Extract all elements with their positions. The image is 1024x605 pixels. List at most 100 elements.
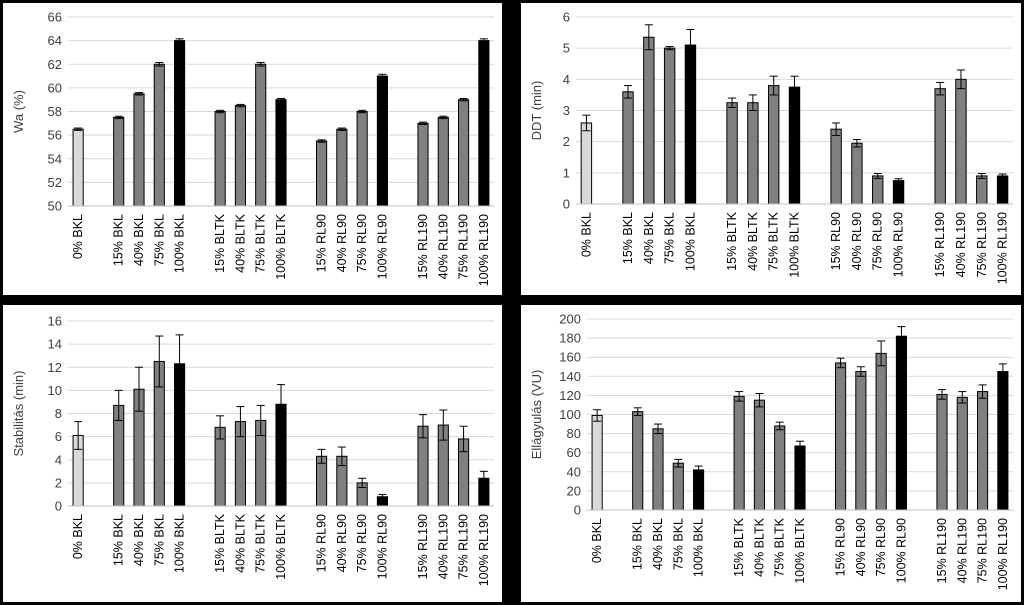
x-category-label: 0% BKL [71,514,85,559]
error-bar [175,38,184,43]
bar [113,116,125,207]
x-category-label: 40% RL190 [954,212,968,277]
x-category-label: 100% BKL [173,514,187,573]
error-bar [337,446,346,467]
error-bar [114,389,123,421]
x-category-label: 100% BKL [692,518,706,577]
ddt-chart-panel: 0 1 2 3 4 5 6 DDT (min) 0% BKL 15% BKL 40% BKL 75% … [521,3,1021,295]
error-bar [593,409,602,422]
bar [632,411,644,511]
bar [747,102,759,205]
y-tick-label: 0 [574,503,581,518]
bar [872,175,884,205]
x-category-label: 75% BLTK [773,517,787,576]
y-tick-label: 8 [55,406,62,421]
bar [255,63,267,207]
error-bar [674,458,683,468]
y-tick-label: 100 [559,407,581,422]
chart-svg: 0 20 40 60 80 100 120 140 160 180 200 Ellágyulás (V… [529,312,1013,590]
x-category-label: 15% BKL [112,214,126,266]
y-tick-label: 4 [563,72,570,87]
error-bar [439,409,448,441]
error-bar [175,334,184,394]
y-tick-label: 180 [559,331,581,346]
x-category-label: 75% RL190 [976,518,990,583]
y-tick-label: 3 [563,103,570,118]
x-category-label: 75% RL90 [355,214,369,272]
y-tick-label: 120 [559,388,581,403]
x-category-label: 100% BLTK [274,513,288,579]
x-category-label: 100% RL190 [996,518,1010,590]
error-bar [317,139,326,143]
y-tick-label: 66 [48,10,62,25]
x-category-label: 75% RL190 [457,214,471,279]
x-category-label: 75% BKL [671,518,685,570]
error-bar [936,81,945,96]
bar [855,371,867,511]
y-axis-title: Wa (%) [11,90,26,133]
bar [892,180,905,205]
x-category-label: 100% BKL [173,214,187,273]
y-tick-label: 2 [55,475,62,490]
error-bar [459,98,468,102]
error-bar [998,363,1007,380]
y-tick-label: 0 [563,197,570,212]
error-bar [633,407,642,416]
bar [767,85,780,205]
y-tick-label: 50 [48,199,62,214]
error-bar [624,85,633,99]
y-tick-label: 6 [563,10,570,25]
bar [684,44,697,205]
bar [835,362,847,511]
bar [976,175,988,205]
chart-svg: 0 1 2 3 4 5 6 DDT (min) 0% BKL 15% BKL 40% BKL 75% … [529,10,1013,284]
error-bar [236,103,245,108]
error-bar [74,127,83,131]
x-category-label: 100% BLTK [793,517,807,583]
bar [875,352,887,511]
x-category-label: 100% RL190 [477,514,491,586]
x-category-label: 15% RL190 [416,214,430,279]
bar [643,36,655,205]
error-bar [256,61,265,67]
x-category-label: 15% BKL [631,518,645,570]
x-category-label: 40% RL190 [436,514,450,579]
x-category-label: 100% RL90 [894,518,908,583]
error-bar [873,172,882,179]
x-category-label: 40% BKL [651,518,665,570]
error-bar [877,340,886,367]
y-tick-label: 10 [48,383,62,398]
error-bar [958,391,967,404]
bar [72,128,84,207]
y-axis-title: DDT (min) [529,81,544,141]
softening-chart-panel: 0 20 40 60 80 100 120 140 160 180 200 Ellágyulás (V… [521,305,1021,602]
y-tick-label: 160 [559,350,581,365]
error-bar [256,404,265,436]
error-bar [135,92,143,96]
error-bar [769,75,778,96]
x-category-label: 100% BLTK [274,213,288,279]
bar [830,128,842,205]
y-tick-label: 20 [567,483,581,498]
x-category-label: 15% RL190 [416,514,430,579]
error-bar [894,178,903,183]
x-category-label: 75% RL190 [975,212,989,277]
y-tick-label: 14 [48,337,62,352]
x-category-label: 75% RL190 [457,514,471,579]
error-bar [956,69,965,90]
wa-chart-panel: 50 52 54 56 58 60 62 64 66 Wa (%) 0% BKL 15% BKL 40%… [3,3,502,295]
y-tick-label: 62 [48,57,62,72]
x-category-label: 100% RL90 [375,214,389,279]
x-category-label: 75% BLTK [254,213,268,272]
y-tick-label: 5 [563,41,570,56]
error-bar [852,138,861,148]
bar [753,399,766,511]
bar [726,102,738,205]
bar [936,393,948,511]
bar [591,414,603,511]
x-category-label: 100% BKL [683,212,697,271]
x-category-label: 100% BLTK [788,211,802,277]
x-category-label: 100% RL190 [477,214,491,286]
x-category-label: 40% RL90 [850,212,864,270]
bar [733,395,745,511]
